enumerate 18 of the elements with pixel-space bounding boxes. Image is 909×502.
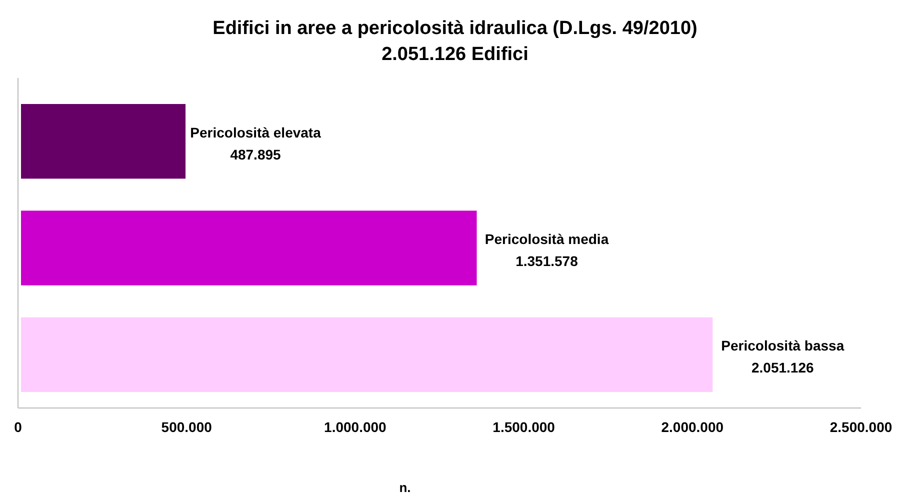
bar [21, 210, 477, 286]
x-tick-label: 500.000 [161, 418, 212, 435]
y-tick-label: Pericolosità bassa [721, 338, 844, 354]
x-tick-label: 1.500.000 [492, 418, 556, 435]
x-tick-label: 2.000.000 [661, 418, 724, 435]
data-label: 1.351.578 [516, 253, 578, 269]
data-label: 487.895 [230, 146, 282, 162]
x-tick-label: 0 [14, 418, 22, 435]
y-tick-label: Pericolosità elevata [190, 124, 322, 140]
bar [21, 317, 713, 392]
x-axis-title: n. [399, 480, 411, 495]
x-tick-label: 2.500.000 [830, 418, 892, 435]
chart-title: Edifici in aree a pericolosità idraulica (D.Lgs. 49/2010) [212, 18, 698, 39]
bar [21, 104, 186, 179]
y-tick-label: Pericolosità media [484, 231, 609, 247]
data-label: 2.051.126 [751, 360, 814, 376]
chart-subtitle: 2.051.126 Edifici [382, 44, 528, 65]
x-tick-label: 1.000.000 [324, 418, 387, 435]
